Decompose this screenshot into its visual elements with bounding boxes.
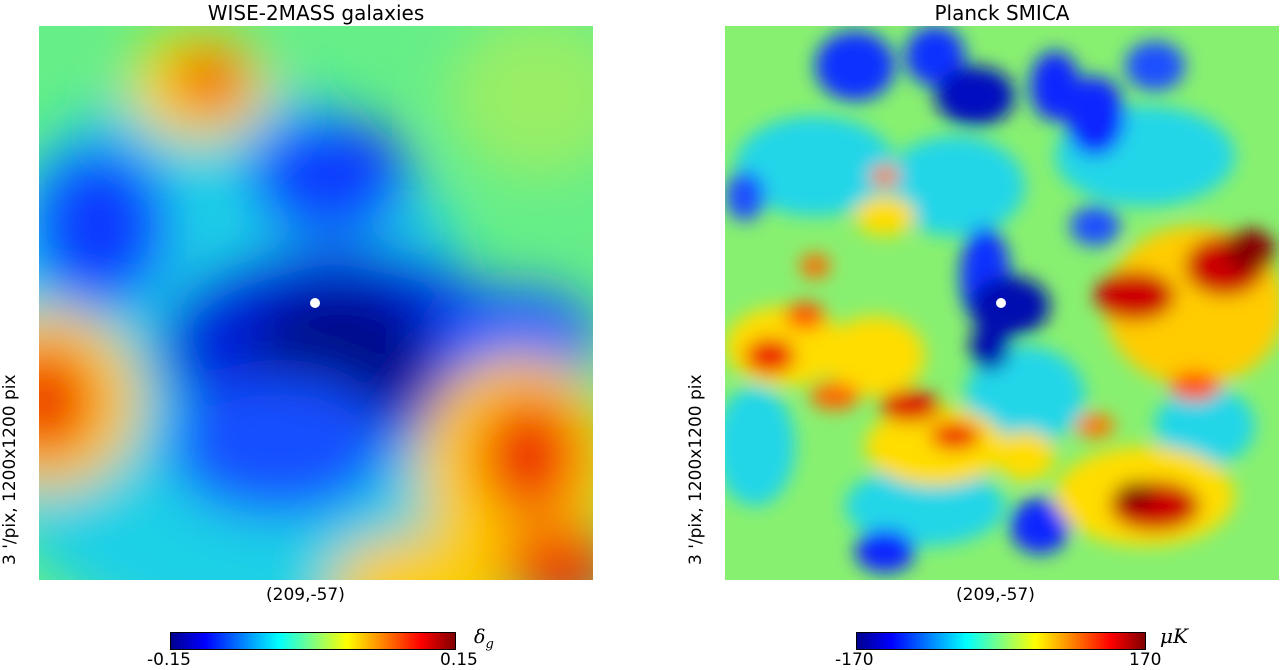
colorbar-unit: δg bbox=[474, 626, 494, 652]
panel-title: WISE-2MASS galaxies bbox=[207, 1, 425, 25]
center-marker bbox=[996, 298, 1006, 308]
heatmap-canvas bbox=[39, 26, 593, 580]
panel-title: Planck SMICA bbox=[934, 1, 1070, 25]
heatmap-wise-2mass bbox=[39, 26, 593, 580]
y-axis-label: 3 '/pix, 1200x1200 pix bbox=[0, 374, 20, 565]
colorbar-min-label: -0.15 bbox=[147, 650, 191, 670]
colorbar bbox=[170, 632, 456, 650]
y-axis-label: 3 '/pix, 1200x1200 pix bbox=[686, 374, 706, 565]
colorbar-max-label: 0.15 bbox=[440, 650, 478, 670]
center-marker bbox=[310, 298, 320, 308]
panel-planck-smica: Planck SMICA bbox=[640, 0, 1280, 670]
center-coordinates: (209,-57) bbox=[956, 585, 1035, 605]
heatmap-planck-smica bbox=[725, 26, 1279, 580]
colorbar bbox=[856, 632, 1146, 650]
colorbar-max-label: 170 bbox=[1129, 650, 1162, 670]
center-coordinates: (209,-57) bbox=[266, 585, 345, 605]
heatmap-canvas bbox=[725, 26, 1279, 580]
colorbar-min-label: -170 bbox=[835, 650, 874, 670]
panel-wise-2mass: WISE-2MASS galaxies bbox=[0, 0, 640, 670]
colorbar-unit: μK bbox=[1160, 624, 1188, 648]
